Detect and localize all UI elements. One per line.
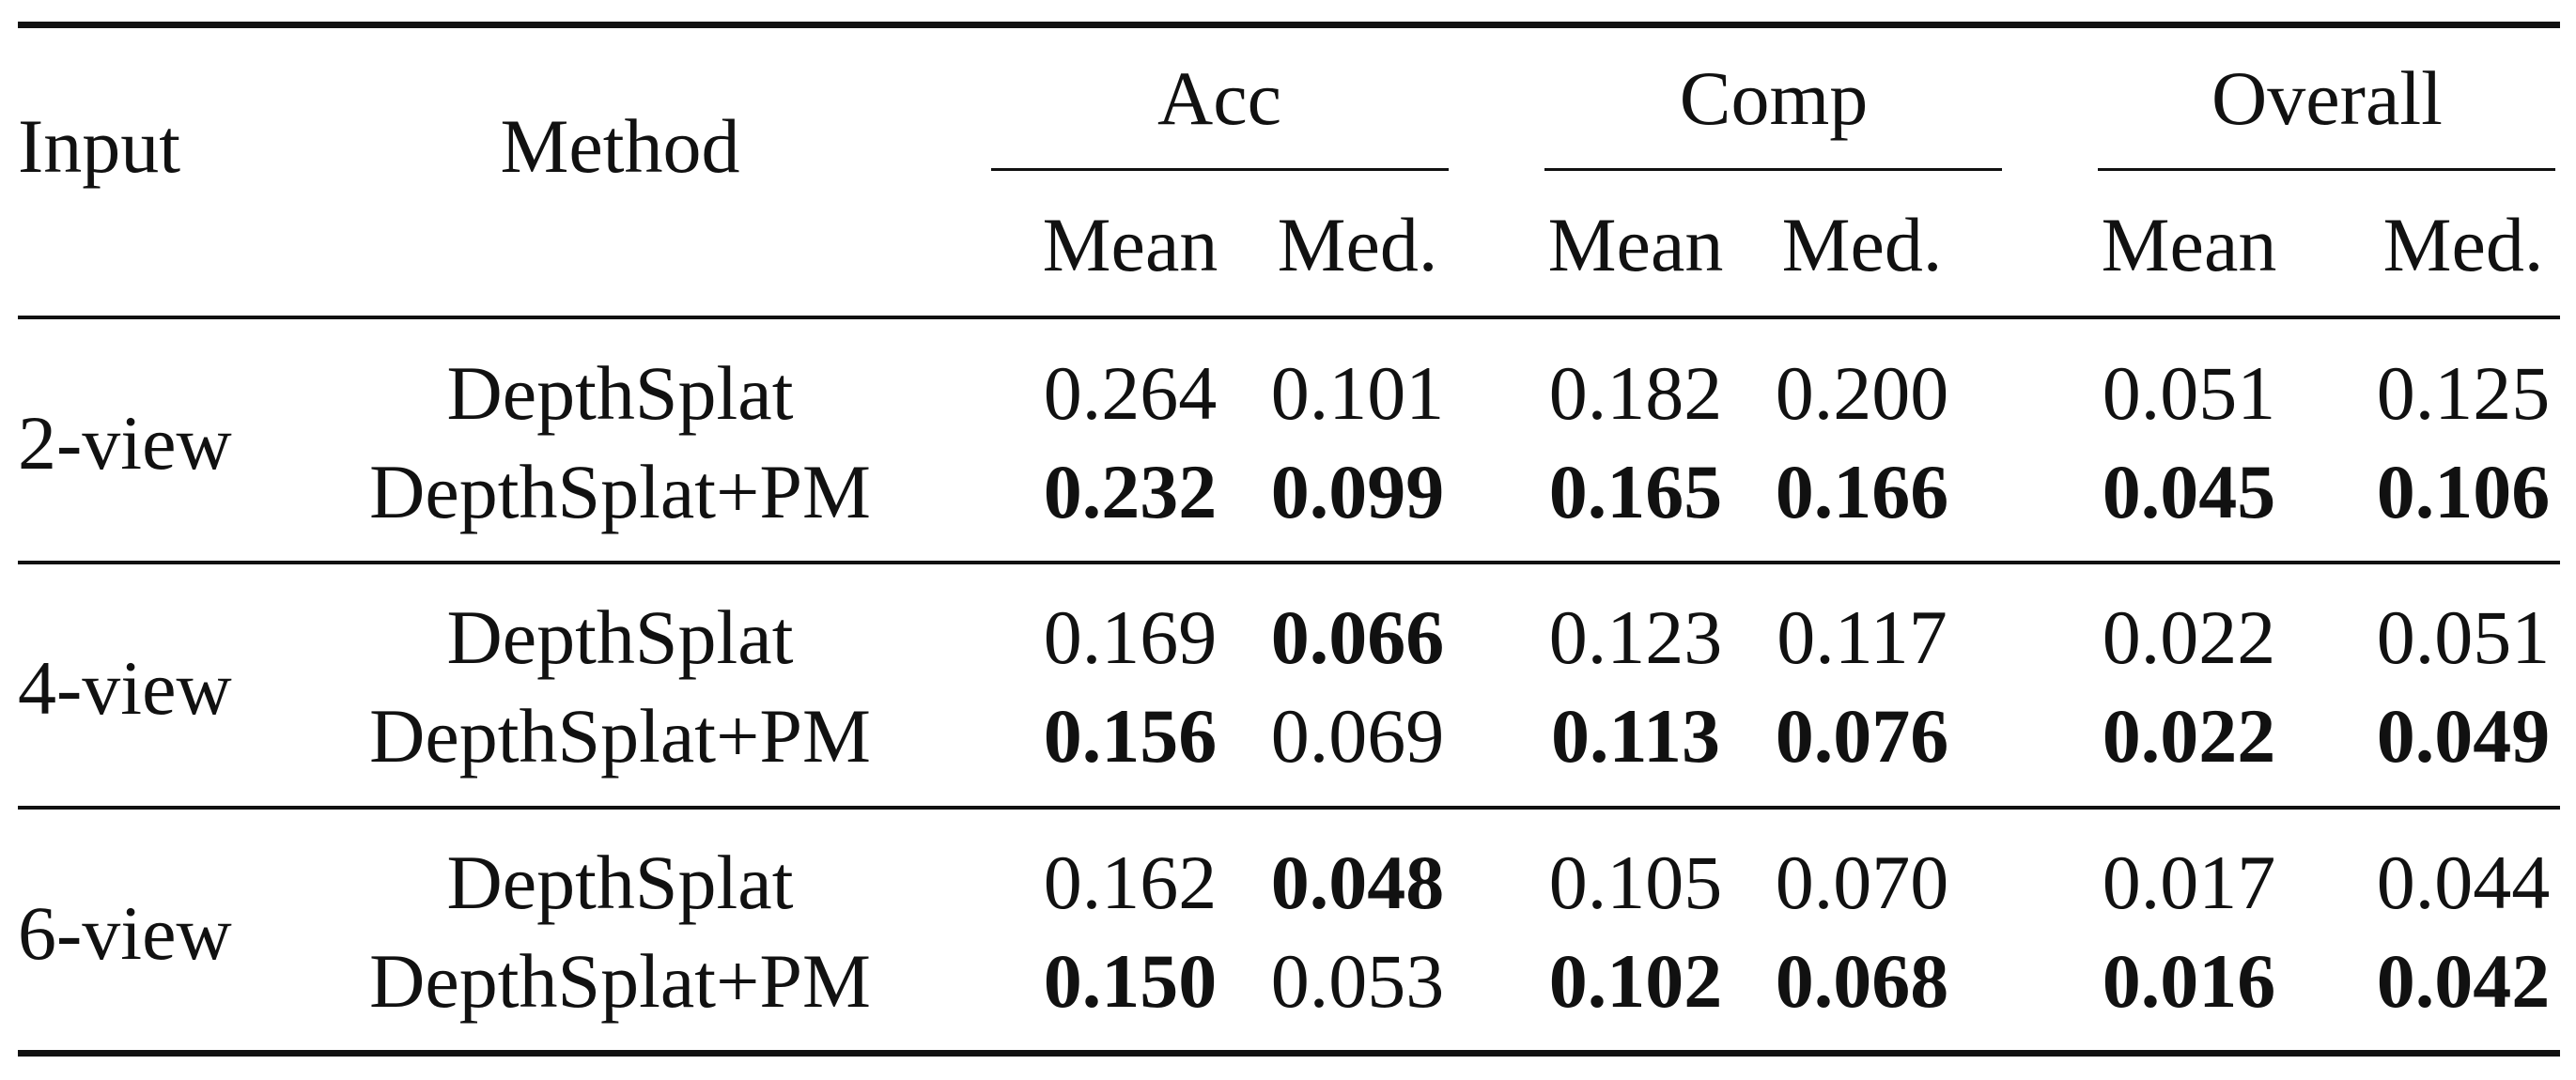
header-input: Input	[18, 103, 181, 189]
subheader-comp-med: Med.	[1781, 202, 1943, 287]
subheader-acc-med: Med.	[1277, 202, 1438, 287]
value-cell: 0.017	[2102, 840, 2276, 925]
method-cell: DepthSplat	[446, 840, 794, 925]
method-cell: DepthSplat+PM	[369, 693, 871, 779]
input-label: 4-view	[18, 645, 232, 731]
value-cell: 0.044	[2376, 840, 2551, 925]
group-divider-rule	[18, 561, 2560, 564]
acc-cmidrule	[991, 168, 1449, 171]
header-group-comp: Comp	[1679, 55, 1869, 141]
value-cell: 0.162	[1043, 840, 1218, 925]
input-label: 2-view	[18, 400, 232, 486]
value-cell: 0.070	[1775, 840, 1949, 925]
subheader-overall-mean: Mean	[2101, 202, 2277, 287]
value-cell-best: 0.042	[2376, 938, 2551, 1024]
value-cell-best: 0.166	[1775, 449, 1949, 534]
value-cell: 0.053	[1270, 938, 1445, 1024]
header-group-overall: Overall	[2211, 55, 2443, 141]
value-cell-best: 0.099	[1270, 449, 1445, 534]
value-cell: 0.051	[2376, 594, 2551, 680]
value-cell-best: 0.076	[1775, 693, 1949, 779]
value-cell-best: 0.150	[1043, 938, 1218, 1024]
value-cell-best: 0.048	[1270, 840, 1445, 925]
group-divider-rule	[18, 806, 2560, 810]
value-cell-best: 0.102	[1548, 938, 1723, 1024]
value-cell-best: 0.068	[1775, 938, 1949, 1024]
top-rule	[18, 22, 2560, 28]
header-method: Method	[500, 103, 740, 189]
method-cell: DepthSplat+PM	[369, 449, 871, 534]
header-rule	[18, 316, 2560, 319]
input-label: 6-view	[18, 890, 232, 976]
value-cell-best: 0.066	[1270, 594, 1445, 680]
value-cell: 0.182	[1548, 350, 1723, 436]
value-cell: 0.022	[2102, 594, 2276, 680]
method-cell: DepthSplat	[446, 594, 794, 680]
value-cell-best: 0.106	[2376, 449, 2551, 534]
value-cell: 0.117	[1777, 594, 1948, 680]
value-cell: 0.101	[1270, 350, 1445, 436]
value-cell-best: 0.022	[2102, 693, 2276, 779]
overall-cmidrule	[2098, 168, 2555, 171]
subheader-overall-med: Med.	[2382, 202, 2544, 287]
value-cell-best: 0.049	[2376, 693, 2551, 779]
value-cell-best: 0.016	[2102, 938, 2276, 1024]
method-cell: DepthSplat+PM	[369, 938, 871, 1024]
value-cell: 0.169	[1043, 594, 1218, 680]
value-cell-best: 0.156	[1043, 693, 1218, 779]
value-cell: 0.051	[2102, 350, 2276, 436]
value-cell-best: 0.165	[1548, 449, 1723, 534]
value-cell-best: 0.232	[1043, 449, 1218, 534]
value-cell: 0.069	[1270, 693, 1445, 779]
value-cell-best: 0.045	[2102, 449, 2276, 534]
value-cell: 0.200	[1775, 350, 1949, 436]
comp-cmidrule	[1544, 168, 2002, 171]
value-cell: 0.264	[1043, 350, 1218, 436]
value-cell: 0.105	[1548, 840, 1723, 925]
value-cell: 0.125	[2376, 350, 2551, 436]
value-cell: 0.123	[1548, 594, 1723, 680]
value-cell-best: 0.113	[1551, 693, 1720, 779]
subheader-comp-mean: Mean	[1547, 202, 1724, 287]
header-group-acc: Acc	[1156, 55, 1282, 141]
bottom-rule	[18, 1050, 2560, 1057]
subheader-acc-mean: Mean	[1042, 202, 1218, 287]
method-cell: DepthSplat	[446, 350, 794, 436]
